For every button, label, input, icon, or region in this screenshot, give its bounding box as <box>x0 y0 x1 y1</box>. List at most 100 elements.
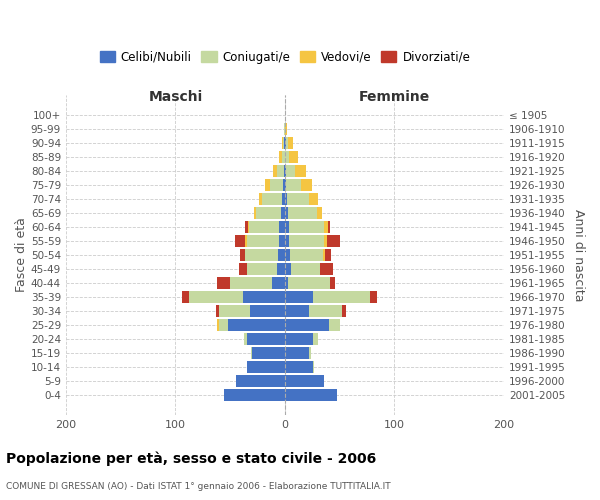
Bar <box>313 361 314 372</box>
Bar <box>265 179 269 190</box>
Bar <box>285 361 313 372</box>
Bar <box>281 207 285 218</box>
Bar <box>285 263 292 274</box>
Bar <box>286 137 288 148</box>
Bar <box>325 249 331 260</box>
Bar <box>342 305 346 316</box>
Bar <box>262 193 281 204</box>
Bar <box>284 137 285 148</box>
Bar <box>295 165 306 176</box>
Bar <box>283 179 285 190</box>
Bar <box>277 165 284 176</box>
Y-axis label: Fasce di età: Fasce di età <box>15 218 28 292</box>
Bar <box>285 221 289 232</box>
Bar <box>283 137 284 148</box>
Bar <box>313 291 370 302</box>
Text: Maschi: Maschi <box>148 90 203 104</box>
Bar <box>285 305 309 316</box>
Bar <box>256 207 281 218</box>
Bar <box>285 137 286 148</box>
Bar <box>252 347 285 358</box>
Bar <box>280 151 281 162</box>
Bar <box>309 193 318 204</box>
Bar <box>182 291 188 302</box>
Bar <box>217 319 219 330</box>
Bar <box>224 389 285 400</box>
Bar <box>313 333 318 344</box>
Bar <box>259 193 262 204</box>
Bar <box>244 291 285 302</box>
Bar <box>286 179 301 190</box>
Bar <box>228 319 285 330</box>
Bar <box>216 305 219 316</box>
Text: Femmine: Femmine <box>359 90 430 104</box>
Text: Popolazione per età, sesso e stato civile - 2006: Popolazione per età, sesso e stato civil… <box>6 451 376 466</box>
Bar <box>247 333 285 344</box>
Bar <box>248 221 249 232</box>
Legend: Celibi/Nubili, Coniugati/e, Vedovi/e, Divorziati/e: Celibi/Nubili, Coniugati/e, Vedovi/e, Di… <box>95 46 475 68</box>
Bar <box>290 249 323 260</box>
Bar <box>309 305 342 316</box>
Bar <box>188 291 244 302</box>
Bar <box>329 319 340 330</box>
Bar <box>301 179 312 190</box>
Y-axis label: Anni di nascita: Anni di nascita <box>572 208 585 301</box>
Bar <box>285 179 286 190</box>
Bar <box>325 235 326 246</box>
Bar <box>235 235 245 246</box>
Bar <box>286 165 295 176</box>
Bar <box>230 277 272 288</box>
Bar <box>285 151 289 162</box>
Bar <box>323 249 325 260</box>
Bar <box>285 193 287 204</box>
Bar <box>240 249 245 260</box>
Bar <box>285 207 288 218</box>
Bar <box>284 165 285 176</box>
Bar <box>247 235 280 246</box>
Bar <box>277 263 285 274</box>
Bar <box>289 221 325 232</box>
Bar <box>281 193 285 204</box>
Bar <box>309 347 311 358</box>
Bar <box>217 277 230 288</box>
Bar <box>269 179 283 190</box>
Bar <box>285 375 325 386</box>
Bar <box>281 151 285 162</box>
Bar <box>370 291 377 302</box>
Bar <box>285 347 309 358</box>
Bar <box>280 221 285 232</box>
Bar <box>280 235 285 246</box>
Text: COMUNE DI GRESSAN (AO) - Dati ISTAT 1° gennaio 2006 - Elaborazione TUTTITALIA.IT: COMUNE DI GRESSAN (AO) - Dati ISTAT 1° g… <box>6 482 391 491</box>
Bar <box>328 221 330 232</box>
Bar <box>236 375 285 386</box>
Bar <box>287 193 309 204</box>
Bar <box>245 249 278 260</box>
Bar <box>285 319 329 330</box>
Bar <box>239 263 247 274</box>
Bar <box>245 235 247 246</box>
Bar <box>288 137 293 148</box>
Bar <box>278 249 285 260</box>
Bar <box>288 207 317 218</box>
Bar <box>272 277 285 288</box>
Bar <box>288 277 330 288</box>
Bar <box>289 151 298 162</box>
Bar <box>325 221 328 232</box>
Bar <box>250 305 285 316</box>
Bar <box>320 263 333 274</box>
Bar <box>247 361 285 372</box>
Bar <box>219 319 228 330</box>
Bar <box>284 123 285 134</box>
Bar <box>254 207 256 218</box>
Bar <box>249 221 280 232</box>
Bar <box>317 207 322 218</box>
Bar <box>285 249 290 260</box>
Bar <box>292 263 320 274</box>
Bar <box>326 235 340 246</box>
Bar <box>285 235 289 246</box>
Bar <box>330 277 335 288</box>
Bar <box>219 305 250 316</box>
Bar <box>285 165 286 176</box>
Bar <box>285 291 313 302</box>
Bar <box>285 333 313 344</box>
